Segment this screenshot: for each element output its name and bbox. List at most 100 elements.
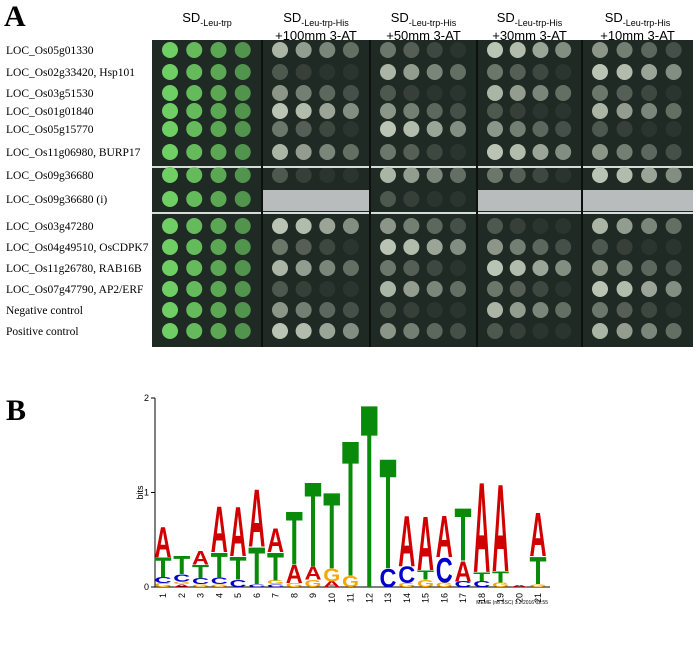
colony [234,218,251,234]
colony [532,144,549,160]
row-label: Negative control [6,305,83,317]
position-label: 5 [233,593,243,598]
plate-divider [581,40,583,347]
colony [234,260,251,276]
logo-letter: T [323,470,340,592]
colony [186,260,203,276]
colony [186,103,203,119]
separator [152,166,693,168]
column-header-sub: -Leu-trp-His [301,18,349,28]
logo-letter: G [173,580,190,585]
colony [426,260,443,276]
position-label: 13 [383,593,393,603]
logo-letter: T [155,553,172,585]
colony [342,121,359,137]
colony [210,103,227,119]
colony [532,85,549,101]
colony [487,103,503,119]
colony [210,121,227,137]
colony [555,239,572,255]
colony [555,260,572,276]
colony [665,167,682,183]
logo-letter: G [436,582,453,589]
colony [295,323,312,339]
column-header: SD-Leu-trp [182,10,232,28]
colony [509,42,526,58]
colony [380,281,396,297]
colony [403,64,420,80]
logo-letter: T [473,569,490,584]
colony [319,167,336,183]
column-header-line2: +30mm 3-AT [492,28,567,43]
position-label: 11 [346,593,356,602]
colony [186,42,203,58]
colony [186,239,203,255]
y-tick-label: 1 [144,488,149,498]
colony [342,260,359,276]
colony [186,281,203,297]
colony [234,42,251,58]
colony [234,323,251,339]
position-label: 21 [533,593,543,603]
colony [509,64,526,80]
logo-letter: A [417,501,434,587]
position-label: 17 [458,593,468,603]
logo-letter: G [530,583,547,588]
colony [555,144,572,160]
colony [616,42,633,58]
colony [162,64,178,80]
column-header: SD-Leu-trp-His [283,10,349,28]
logo-letter: T [530,549,547,593]
colony [342,85,359,101]
position-label: 15 [421,593,431,603]
colony [532,42,549,58]
logo-letter: C [380,563,397,593]
colony [641,239,658,255]
colony [162,218,178,234]
logo-letter: C [211,576,229,586]
colony [426,302,443,318]
logo-letter: G [211,583,228,588]
colony [380,167,396,183]
colony [319,42,336,58]
colony [532,103,549,119]
colony [532,239,549,255]
colony [403,218,420,234]
colony [616,260,633,276]
colony [555,103,572,119]
colony [162,103,178,119]
colony [342,323,359,339]
colony [319,121,336,137]
colony [426,121,443,137]
colony [403,191,420,207]
colony [532,260,549,276]
colony [555,85,572,101]
position-label: 12 [364,593,374,603]
colony [509,218,526,234]
colony [487,121,503,137]
colony [295,302,312,318]
column-header-main: SD [182,10,200,25]
position-label: 20 [514,593,524,603]
logo-letter: A [398,502,415,582]
colony [509,281,526,297]
colony [403,42,420,58]
colony [450,103,466,119]
colony [450,64,466,80]
colony [426,323,443,339]
colony [426,64,443,80]
colony [210,191,227,207]
colony [426,218,443,234]
colony [380,42,396,58]
colony [426,167,443,183]
colony [272,323,288,339]
position-label: 1 [158,593,168,598]
plate-divider [261,40,263,347]
colony [380,260,396,276]
panel-label: A [4,0,26,33]
colony [450,85,466,101]
logo-letter: G [267,580,284,586]
colony [641,260,658,276]
colony [641,121,658,137]
logo-letter: A [211,493,228,566]
